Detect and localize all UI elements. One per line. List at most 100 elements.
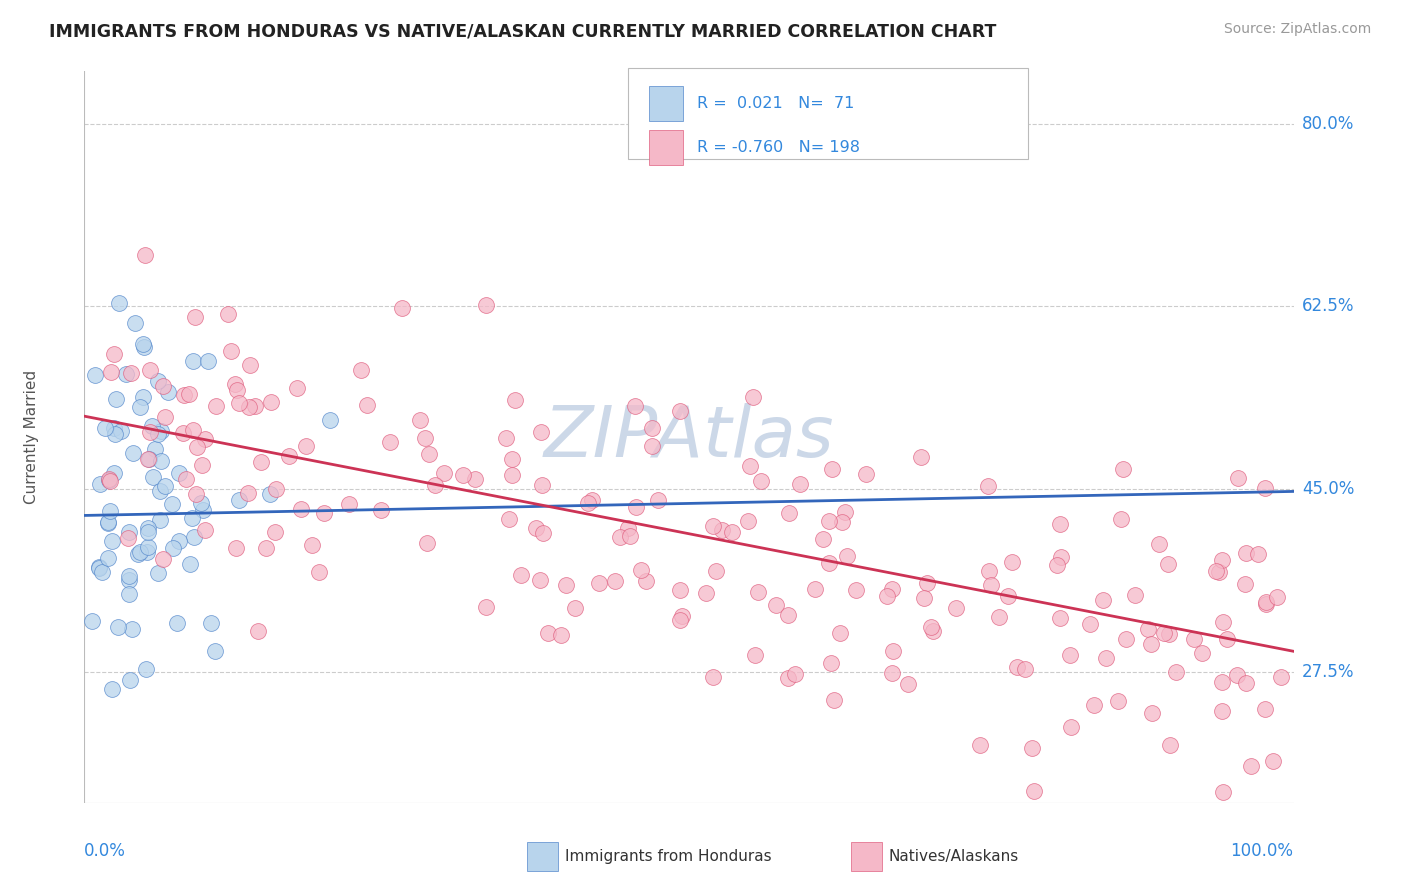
Point — [834, 504, 856, 518]
Point — [90, 565, 112, 579]
Point — [117, 532, 139, 546]
Point — [1014, 662, 1036, 676]
Point — [120, 366, 142, 380]
Point — [228, 396, 250, 410]
Point — [118, 587, 141, 601]
Point — [624, 399, 647, 413]
Point — [114, 367, 136, 381]
Point — [803, 582, 825, 596]
Point — [617, 521, 640, 535]
Point — [103, 347, 125, 361]
Point — [190, 458, 212, 472]
Point — [121, 446, 143, 460]
Point — [741, 390, 763, 404]
Point — [630, 564, 652, 578]
Point — [160, 497, 183, 511]
Point — [149, 513, 172, 527]
Point — [789, 477, 811, 491]
Point — [176, 472, 198, 486]
Point — [537, 626, 560, 640]
Point — [423, 478, 446, 492]
Point — [531, 477, 554, 491]
Point — [1261, 755, 1284, 769]
Point — [118, 569, 141, 583]
Point — [922, 624, 945, 638]
Point — [555, 577, 578, 591]
Point — [671, 609, 693, 624]
Point — [266, 482, 288, 496]
Point — [149, 484, 172, 499]
Point — [391, 301, 413, 315]
Point — [1216, 632, 1239, 647]
Point — [103, 466, 125, 480]
Point — [588, 575, 610, 590]
Point — [181, 354, 204, 368]
Point — [765, 598, 787, 612]
Point — [876, 590, 898, 604]
Point — [285, 381, 308, 395]
Point — [150, 424, 173, 438]
Point — [156, 384, 179, 399]
Point — [190, 496, 212, 510]
Point — [141, 418, 163, 433]
Point — [103, 421, 125, 435]
Point — [97, 551, 120, 566]
Point — [117, 573, 139, 587]
Point — [166, 615, 188, 630]
Point — [1208, 566, 1230, 580]
Point — [475, 297, 498, 311]
Point — [135, 662, 157, 676]
Point — [475, 600, 498, 615]
Point — [136, 544, 159, 558]
Point — [129, 401, 152, 415]
Point — [136, 524, 159, 539]
Text: Natives/Alaskans: Natives/Alaskans — [889, 849, 1019, 863]
Point — [609, 530, 631, 544]
Point — [641, 421, 664, 435]
Point — [1024, 784, 1046, 798]
Point — [225, 541, 247, 556]
Point — [84, 368, 107, 382]
Point — [1254, 702, 1277, 716]
Point — [740, 459, 762, 474]
Point — [737, 514, 759, 528]
Point — [501, 467, 523, 482]
Point — [173, 388, 195, 402]
Point — [498, 512, 520, 526]
Text: ZIPAtlas: ZIPAtlas — [544, 402, 834, 472]
Point — [668, 582, 690, 597]
Point — [98, 504, 121, 518]
Point — [503, 392, 526, 407]
Point — [1226, 471, 1249, 485]
Point — [1021, 741, 1043, 756]
Point — [835, 549, 858, 563]
FancyBboxPatch shape — [650, 129, 683, 165]
Point — [153, 409, 176, 424]
Point — [997, 589, 1019, 603]
Point — [1212, 785, 1234, 799]
Point — [194, 432, 217, 446]
Text: 45.0%: 45.0% — [1302, 480, 1354, 499]
Point — [370, 503, 392, 517]
Point — [433, 466, 456, 480]
Point — [530, 425, 553, 439]
Point — [127, 547, 149, 561]
Point — [183, 530, 205, 544]
Point — [238, 486, 260, 500]
Point — [337, 497, 360, 511]
Point — [118, 525, 141, 540]
Point — [529, 573, 551, 587]
Point — [882, 665, 904, 680]
Point — [912, 591, 935, 605]
Point — [1107, 694, 1129, 708]
Point — [823, 693, 845, 707]
Point — [101, 681, 124, 696]
Point — [219, 343, 242, 358]
Point — [120, 673, 142, 687]
Point — [415, 535, 437, 549]
Point — [98, 472, 121, 486]
Text: 80.0%: 80.0% — [1302, 114, 1354, 133]
Point — [531, 525, 554, 540]
Point — [224, 376, 246, 391]
Point — [250, 455, 273, 469]
